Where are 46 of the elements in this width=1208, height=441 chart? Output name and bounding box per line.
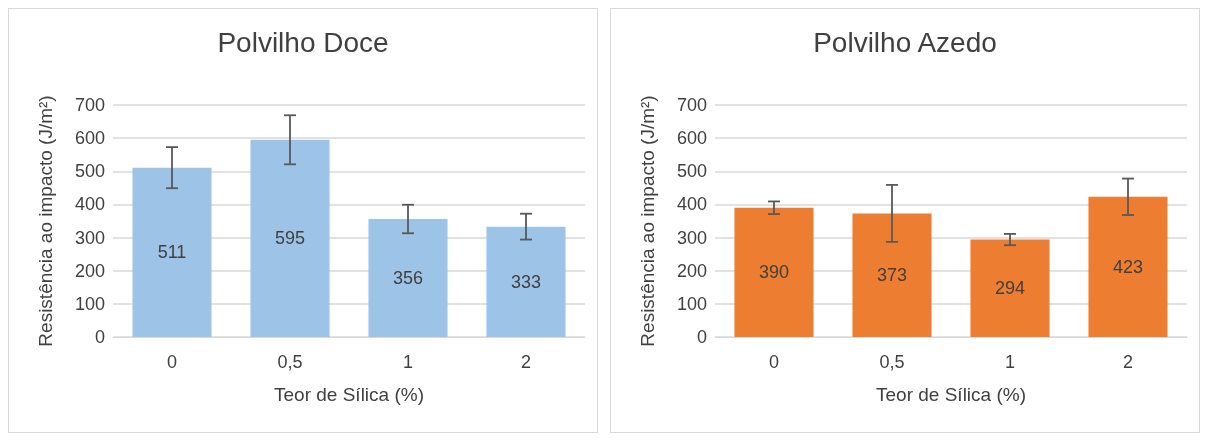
- x-axis-title: Teor de Sílica (%): [274, 384, 424, 405]
- y-tick-label: 100: [74, 293, 105, 314]
- chart-title: Polvilho Azedo: [813, 26, 997, 58]
- y-axis-title: Resistência ao impacto (J/m²): [35, 95, 56, 347]
- data-label: 423: [1112, 256, 1144, 277]
- y-tick-label: 700: [74, 95, 105, 115]
- data-label: 511: [157, 242, 187, 263]
- x-tick-label: 0,5: [277, 352, 303, 372]
- bar: [132, 167, 212, 337]
- y-tick-label: 100: [676, 293, 707, 314]
- bar: [734, 207, 814, 337]
- x-tick-label: 1: [402, 352, 414, 372]
- y-tick-label: 500: [74, 161, 105, 182]
- y-tick-label: 300: [676, 227, 707, 248]
- x-tick-label: 2: [1122, 352, 1134, 372]
- bar: [250, 139, 330, 337]
- chart-title: Polvilho Doce: [217, 26, 389, 58]
- data-label: 356: [392, 268, 424, 289]
- x-tick-label: 0: [768, 352, 780, 372]
- data-label: 390: [758, 262, 790, 283]
- y-tick-label: 600: [676, 128, 707, 149]
- y-tick-label: 400: [676, 194, 707, 215]
- bar: [852, 213, 932, 337]
- bar: [486, 226, 566, 337]
- x-tick-label: 0: [166, 352, 178, 372]
- bar: [970, 239, 1050, 337]
- data-label: 333: [510, 271, 542, 292]
- x-tick-label: 0,5: [879, 352, 905, 372]
- y-tick-label: 200: [676, 260, 707, 281]
- x-tick-label: 1: [1004, 352, 1016, 372]
- y-tick-label: 300: [74, 227, 105, 248]
- data-label: 294: [994, 278, 1026, 299]
- y-tick-label: 400: [74, 194, 105, 215]
- bar: [1088, 196, 1168, 337]
- y-tick-label: 200: [74, 260, 105, 281]
- y-tick-label: 0: [94, 327, 105, 347]
- y-tick-label: 500: [676, 161, 707, 182]
- x-tick-label: 2: [520, 352, 532, 372]
- bar: [368, 219, 448, 337]
- x-axis-title: Teor de Sílica (%): [876, 384, 1026, 405]
- data-label: 595: [274, 228, 306, 249]
- y-tick-label: 700: [676, 95, 707, 115]
- y-tick-label: 600: [74, 128, 105, 149]
- y-axis-title: Resistência ao impacto (J/m²): [637, 95, 658, 347]
- data-label: 373: [876, 265, 908, 286]
- y-tick-label: 0: [696, 327, 707, 347]
